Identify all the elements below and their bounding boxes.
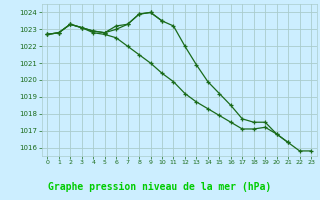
Text: Graphe pression niveau de la mer (hPa): Graphe pression niveau de la mer (hPa) xyxy=(48,182,272,192)
